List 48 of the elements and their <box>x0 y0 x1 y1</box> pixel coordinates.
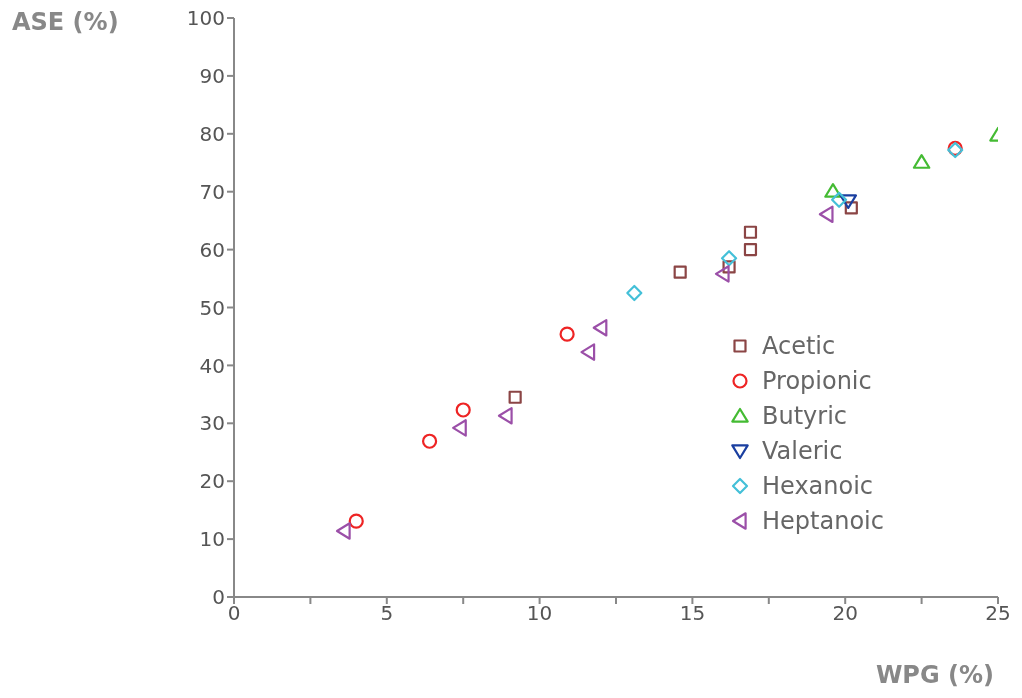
y-axis-title: ASE (%) <box>12 8 119 36</box>
point <box>824 183 842 198</box>
point <box>839 194 858 210</box>
point <box>673 265 687 279</box>
legend-label: Heptanoic <box>762 506 884 535</box>
point <box>508 390 522 404</box>
point <box>452 419 467 437</box>
point <box>743 243 758 257</box>
x-axis-title: WPG (%) <box>875 661 994 689</box>
legend-label: Valeric <box>762 436 843 465</box>
point <box>626 284 643 302</box>
point <box>455 402 471 418</box>
x-tick-label: 25 <box>985 601 1011 626</box>
y-tick-label: 0 <box>212 585 225 610</box>
y-tick-label: 70 <box>199 179 225 204</box>
point <box>818 205 834 224</box>
legend-label: Hexanoic <box>762 471 874 500</box>
x-tick-label: 0 <box>227 601 241 626</box>
legend-label: Butyric <box>762 401 848 430</box>
y-tick-label: 100 <box>186 6 225 31</box>
y-tick-label: 40 <box>199 353 225 378</box>
point <box>743 225 758 239</box>
x-tick-label: 20 <box>832 601 858 626</box>
point <box>348 513 364 529</box>
legend-label: Propionic <box>762 366 872 395</box>
point <box>722 260 736 274</box>
point <box>714 265 730 283</box>
y-tick-label: 90 <box>199 64 225 88</box>
point <box>912 154 931 169</box>
point <box>844 201 858 215</box>
x-tick-label: 15 <box>679 601 706 626</box>
y-tick-label: 50 <box>199 295 225 320</box>
point <box>592 318 608 337</box>
x-tick-label: 5 <box>380 601 394 626</box>
y-tick-label: 80 <box>199 121 225 146</box>
point <box>421 433 438 449</box>
y-tick-label: 30 <box>199 411 225 436</box>
point <box>720 250 738 267</box>
y-tick-label: 10 <box>199 527 225 552</box>
x-tick-label: 10 <box>526 601 553 626</box>
point <box>580 343 596 361</box>
point <box>335 522 351 540</box>
point <box>830 191 848 208</box>
point <box>559 326 575 342</box>
legend-label: Acetic <box>762 331 836 360</box>
point <box>497 406 513 425</box>
y-tick-label: 60 <box>199 237 225 262</box>
y-tick-label: 20 <box>199 469 225 494</box>
